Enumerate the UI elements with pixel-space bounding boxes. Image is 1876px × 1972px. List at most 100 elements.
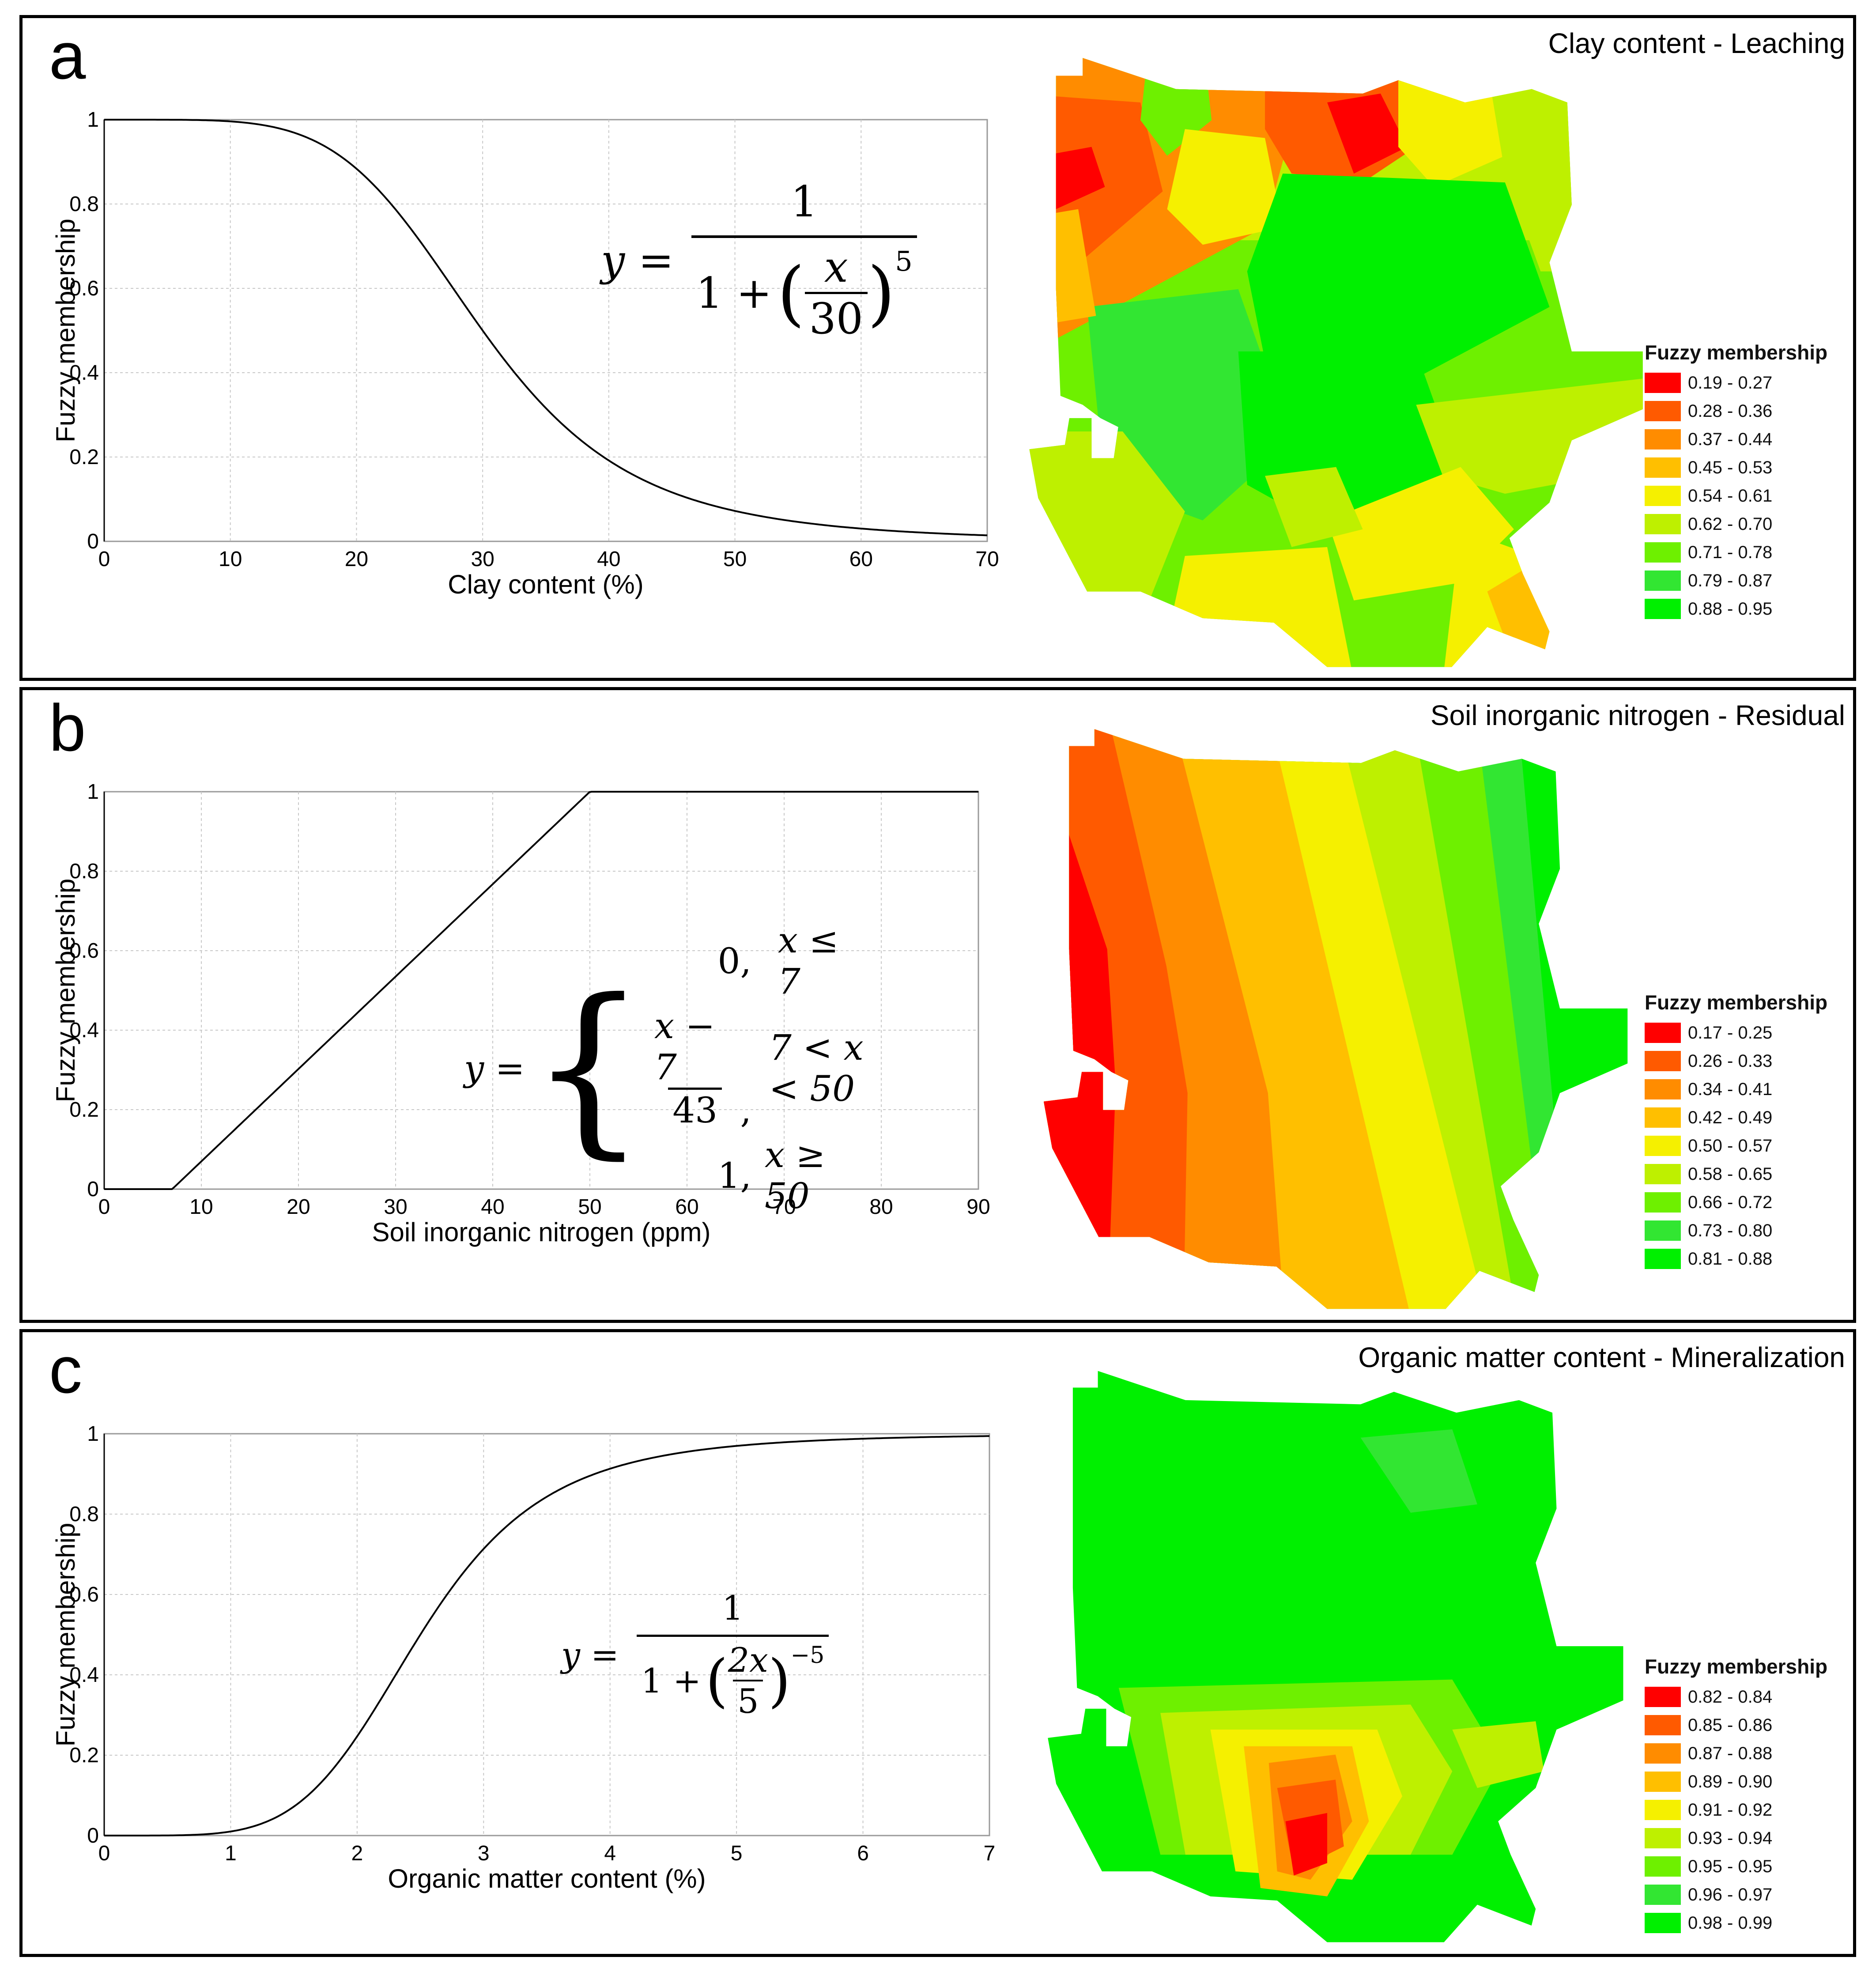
y-tick-label: 0.6 (69, 1583, 99, 1606)
row1-condition: x ≤ 7 (778, 920, 839, 1002)
inner-fraction: x 30 (804, 242, 868, 344)
row2-numerator: x − 7 (654, 1005, 715, 1088)
legend-item: 0.19 - 0.27 (1645, 369, 1827, 397)
x-tick-label: 60 (849, 548, 873, 571)
x-tick-label: 90 (966, 1195, 990, 1219)
brace: { (529, 960, 647, 1176)
x-tick-label: 5 (731, 1842, 743, 1865)
legend-item: 0.17 - 0.25 (1645, 1019, 1827, 1047)
map-b (1043, 729, 1628, 1309)
legend-item: 0.87 - 0.88 (1645, 1739, 1827, 1768)
legend-item: 0.96 - 0.97 (1645, 1881, 1827, 1909)
legend-label: 0.17 - 0.25 (1688, 1023, 1773, 1043)
x-axis-label: Clay content (%) (448, 570, 644, 599)
legend-a: Fuzzy membership 0.19 - 0.27 0.28 - 0.36… (1645, 340, 1827, 623)
legend-label: 0.85 - 0.86 (1688, 1715, 1773, 1735)
inner-fraction: 2x 5 (728, 1640, 768, 1721)
legend-item: 0.54 - 0.61 (1645, 482, 1827, 510)
data-point (229, 120, 232, 123)
x-tick-label: 1 (225, 1842, 237, 1865)
inner-numerator: 2x (728, 1640, 768, 1680)
legend-title: Fuzzy membership (1645, 341, 1828, 364)
data-point (418, 240, 421, 242)
equation-a: y = 1 1 + ( x 30 ) 5 (601, 177, 917, 344)
equation-numerator: 1 (790, 177, 818, 227)
panel-c: c 0 1 2 3 4 5 6 7 0 0.2 0.4 0.6 0.8 1 Organic matter c… (19, 1329, 1856, 1957)
equation-den-prefix: 1 + (641, 1661, 701, 1700)
data-point (796, 520, 799, 522)
legend-swatch (1645, 373, 1681, 393)
legend-label: 0.82 - 0.84 (1688, 1687, 1773, 1707)
legend-item: 0.34 - 0.41 (1645, 1075, 1827, 1103)
row3-condition: x ≥ 50 (764, 1134, 826, 1216)
data-point (862, 1437, 864, 1440)
legend-swatch (1645, 599, 1681, 619)
data-point (672, 1453, 675, 1455)
legend-swatch (1645, 1164, 1681, 1184)
y-tick-label: 0 (87, 1178, 99, 1201)
legend-swatch (1645, 486, 1681, 506)
equation-lhs: y = (561, 1635, 619, 1674)
y-tick-label: 0.4 (69, 1663, 99, 1687)
y-tick-label: 0.6 (69, 277, 99, 300)
data-point (292, 131, 295, 134)
legend-swatch (1645, 1828, 1681, 1848)
data-point (482, 1547, 485, 1550)
legend-item: 0.45 - 0.53 (1645, 453, 1827, 482)
legend-item: 0.85 - 0.86 (1645, 1711, 1827, 1739)
panel-b: b 0 10 20 30 40 50 60 70 80 90 0 0.2 0.4 0.6 0.8 1 Soil … (19, 687, 1856, 1323)
x-tick-label: 70 (772, 1195, 796, 1219)
legend-item: 0.26 - 0.33 (1645, 1047, 1827, 1075)
map-a-fill (1029, 58, 1643, 667)
membership-curve (104, 1435, 989, 1836)
data-point (166, 118, 169, 121)
legend-swatch (1645, 542, 1681, 563)
legend-swatch (1645, 1249, 1681, 1269)
legend-c: Fuzzy membership 0.82 - 0.84 0.85 - 0.86… (1645, 1655, 1827, 1937)
legend-item: 0.42 - 0.49 (1645, 1103, 1827, 1132)
data-point (419, 1633, 422, 1636)
legend-label: 0.93 - 0.94 (1688, 1828, 1773, 1848)
legend-item: 0.79 - 0.87 (1645, 567, 1827, 595)
legend-swatch (1645, 1800, 1681, 1820)
inner-denominator: 5 (733, 1680, 763, 1721)
legend-label: 0.37 - 0.44 (1688, 429, 1773, 449)
equation-den-prefix: 1 + (696, 268, 772, 318)
data-point (798, 1440, 801, 1443)
legend-item: 0.82 - 0.84 (1645, 1683, 1827, 1711)
equation-exponent: −5 (790, 1642, 825, 1669)
legend-label: 0.71 - 0.78 (1688, 542, 1773, 562)
y-tick-label: 0.2 (69, 1744, 99, 1767)
legend-label: 0.73 - 0.80 (1688, 1220, 1773, 1240)
legend-label: 0.91 - 0.92 (1688, 1800, 1773, 1820)
y-tick-label: 1 (87, 780, 99, 804)
legend-swatch (1645, 1220, 1681, 1241)
x-tick-label: 2 (351, 1842, 363, 1865)
legend-item: 0.81 - 0.88 (1645, 1245, 1827, 1273)
legend-item: 0.62 - 0.70 (1645, 510, 1827, 538)
legend-item: 0.71 - 0.78 (1645, 538, 1827, 567)
legend-swatch (1645, 1136, 1681, 1156)
map-c-fill (1048, 1371, 1623, 1942)
legend-label: 0.89 - 0.90 (1688, 1772, 1773, 1791)
equation-denominator: 1 + ( 2x 5 ) −5 (636, 1635, 829, 1721)
legend-label: 0.50 - 0.57 (1688, 1136, 1773, 1156)
paren-close: ) (867, 251, 895, 334)
paren-open: ( (705, 1647, 728, 1714)
data-point (977, 790, 980, 793)
legend-item: 0.28 - 0.36 (1645, 397, 1827, 425)
x-tick-label: 60 (675, 1195, 698, 1219)
x-tick-label: 10 (219, 548, 242, 571)
x-tick-label: 70 (975, 548, 999, 571)
legend-b: Fuzzy membership 0.17 - 0.25 0.26 - 0.33… (1645, 990, 1827, 1273)
y-tick-label: 0.2 (69, 1098, 99, 1122)
paren-open: ( (777, 251, 805, 334)
data-point (229, 1830, 232, 1833)
legend-label: 0.34 - 0.41 (1688, 1079, 1773, 1099)
legend-label: 0.98 - 0.99 (1688, 1913, 1773, 1933)
data-point (103, 1834, 106, 1837)
legend-swatch (1645, 514, 1681, 534)
legend-swatch (1645, 1079, 1681, 1099)
piecewise-rows: 0, x ≤ 7 x − 7 43 , 7 < x < 50 1, x ≥ 50 (650, 920, 866, 1216)
legend-swatch (1645, 1743, 1681, 1764)
